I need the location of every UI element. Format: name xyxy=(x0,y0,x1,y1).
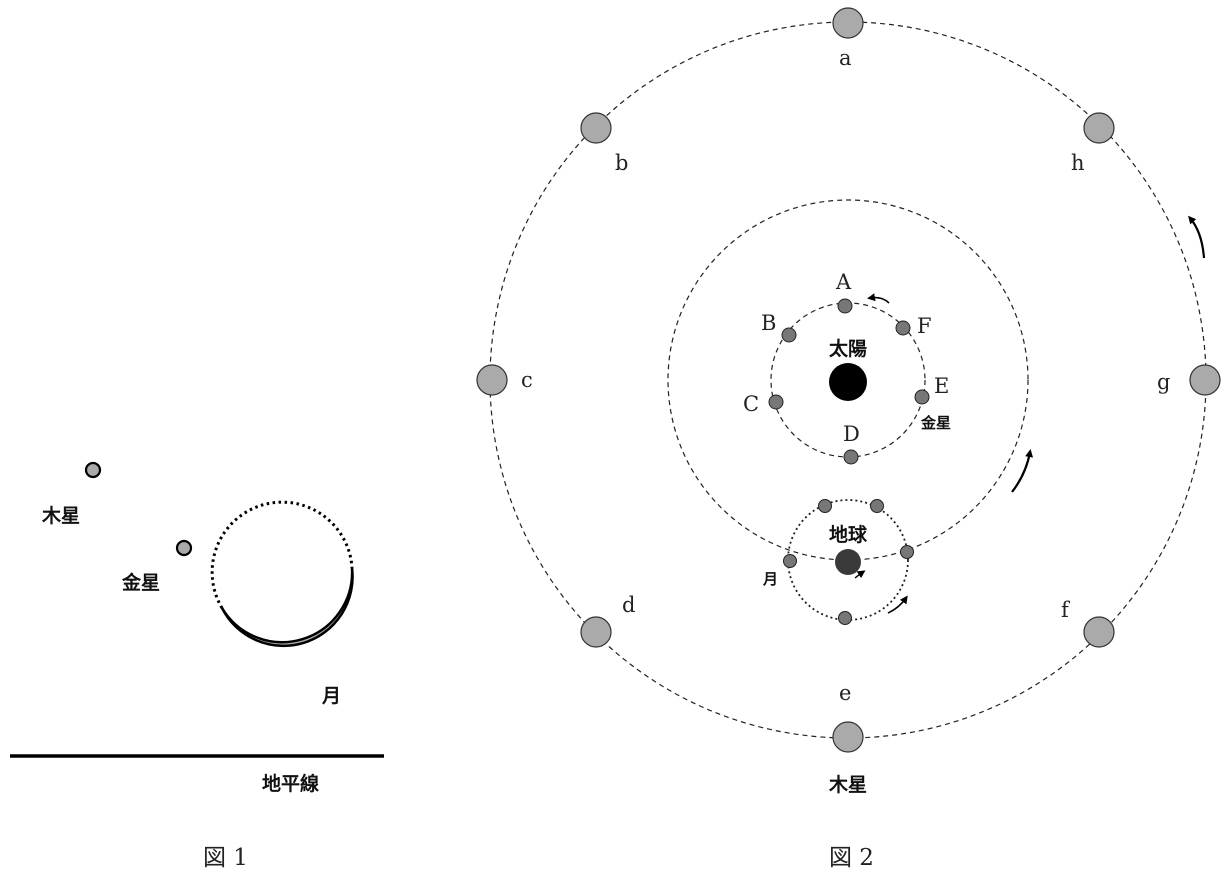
venus-motion-arrow-icon xyxy=(867,293,890,304)
fig1-jupiter-label: 木星 xyxy=(41,504,80,527)
figure-2-caption: 図 2 xyxy=(829,845,874,871)
fig1-venus-icon xyxy=(175,539,193,557)
venus-position-C xyxy=(768,394,784,410)
venus-label-F: F xyxy=(917,314,932,338)
moon-orbit xyxy=(787,499,909,621)
sun-icon xyxy=(829,363,867,401)
venus-position-D xyxy=(843,449,859,465)
moon-motion-arrow-icon xyxy=(887,595,908,614)
venus-name-label: 金星 xyxy=(920,414,951,432)
fig1-venus-label: 金星 xyxy=(121,571,160,594)
jupiter-position-f xyxy=(1083,616,1115,648)
moon-positions xyxy=(783,499,914,625)
jupiter-label-g: g xyxy=(1157,370,1170,394)
venus-positions xyxy=(768,298,930,465)
figure-1: 木星 金星 月 地平線 図 1 xyxy=(10,461,384,871)
venus-label-D: D xyxy=(843,422,860,446)
jupiter-position-b xyxy=(580,112,612,144)
jupiter-label-d: d xyxy=(622,593,635,617)
moon-label: 月 xyxy=(762,570,778,588)
venus-position-A xyxy=(837,298,853,314)
fig1-jupiter-icon xyxy=(84,461,102,479)
jupiter-label-b: b xyxy=(615,151,628,175)
figure-2: 太陽 地球 月 A B C D E F 金星 xyxy=(476,7,1221,871)
venus-position-E xyxy=(914,389,930,405)
earth-label: 地球 xyxy=(829,523,868,546)
earth-motion-arrow-icon xyxy=(1011,449,1034,493)
jupiter-label-a: a xyxy=(839,46,852,70)
figure-1-caption: 図 1 xyxy=(203,845,248,871)
earth-icon xyxy=(835,549,861,575)
venus-label-B: B xyxy=(761,311,776,335)
jupiter-name-label: 木星 xyxy=(828,773,867,796)
horizon-label: 地平線 xyxy=(262,772,319,795)
moon-position-marker xyxy=(870,499,884,513)
moon-position-marker xyxy=(818,499,832,513)
jupiter-label-c: c xyxy=(521,368,533,392)
venus-position-B xyxy=(781,327,797,343)
venus-label-E: E xyxy=(934,374,949,398)
jupiter-position-h xyxy=(1083,112,1115,144)
venus-label-C: C xyxy=(743,392,759,416)
fig1-moon-label: 月 xyxy=(321,685,341,707)
fig1-moon-icon xyxy=(210,500,354,648)
moon-position-marker xyxy=(838,611,852,625)
jupiter-position-e xyxy=(832,721,864,753)
earth-rotation-arrow-icon xyxy=(854,570,866,579)
jupiter-motion-arrow-icon xyxy=(1188,215,1206,259)
venus-label-A: A xyxy=(835,270,852,294)
moon-position-marker xyxy=(900,545,914,559)
jupiter-label-f: f xyxy=(1061,598,1071,622)
venus-position-F xyxy=(895,320,911,336)
jupiter-position-d xyxy=(580,616,612,648)
jupiter-position-a xyxy=(832,7,864,39)
jupiter-position-c xyxy=(476,364,508,396)
jupiter-position-g xyxy=(1189,364,1221,396)
jupiter-label-e: e xyxy=(839,681,851,705)
jupiter-positions xyxy=(476,7,1221,753)
moon-position-marker xyxy=(783,554,797,568)
jupiter-label-h: h xyxy=(1071,151,1085,175)
sun-label: 太陽 xyxy=(829,337,867,360)
